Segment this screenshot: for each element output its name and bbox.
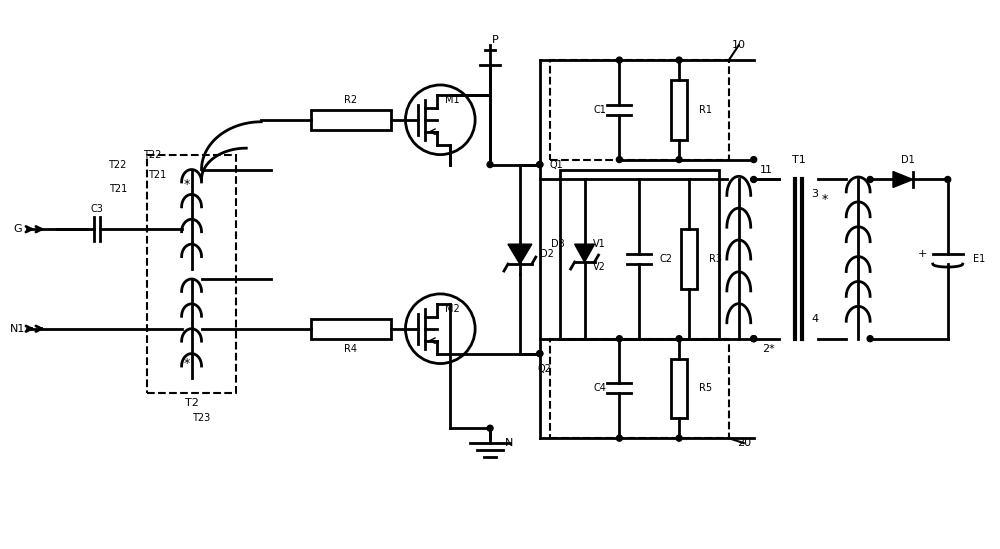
Text: R4: R4 [344, 344, 357, 354]
Circle shape [867, 335, 873, 341]
Text: +: + [918, 249, 928, 259]
Text: M1: M1 [445, 95, 460, 105]
Text: 3: 3 [811, 189, 818, 199]
Bar [550, 60, 729, 160]
Circle shape [676, 57, 682, 63]
Circle shape [945, 176, 951, 182]
Text: 10: 10 [732, 40, 746, 50]
Text: C1: C1 [593, 105, 606, 115]
Text: C3: C3 [91, 204, 103, 214]
Circle shape [487, 161, 493, 167]
Text: T21: T21 [109, 184, 127, 194]
Bar [311, 110, 391, 130]
Bar [147, 155, 236, 394]
Circle shape [676, 335, 682, 341]
Circle shape [676, 435, 682, 441]
Text: T21: T21 [148, 170, 167, 180]
Text: N1: N1 [10, 324, 25, 334]
Bar [311, 319, 391, 339]
Text: C2: C2 [659, 254, 672, 264]
Circle shape [751, 335, 757, 341]
Text: T22: T22 [109, 160, 127, 170]
Polygon shape [893, 171, 913, 187]
Circle shape [537, 161, 543, 167]
Text: D1: D1 [901, 155, 915, 165]
Text: V1: V1 [593, 239, 606, 249]
Text: R3: R3 [709, 254, 722, 264]
Polygon shape [508, 244, 532, 264]
Text: R2: R2 [344, 95, 357, 105]
Text: Q2: Q2 [538, 363, 552, 373]
Bar [671, 358, 687, 418]
Circle shape [537, 351, 543, 357]
Text: M2: M2 [445, 304, 460, 314]
Text: T22: T22 [143, 150, 162, 160]
Circle shape [487, 425, 493, 431]
Text: D3: D3 [551, 239, 565, 249]
Circle shape [751, 156, 757, 163]
Text: 2*: 2* [762, 344, 775, 354]
Text: P: P [492, 35, 498, 45]
Text: V2: V2 [593, 262, 606, 272]
Circle shape [405, 294, 475, 363]
Text: T1: T1 [792, 155, 805, 165]
Text: G: G [13, 224, 22, 234]
Text: C4: C4 [593, 383, 606, 394]
Circle shape [616, 335, 622, 341]
Circle shape [405, 85, 475, 155]
Circle shape [537, 351, 543, 357]
Text: T23: T23 [192, 413, 211, 423]
Polygon shape [575, 244, 595, 262]
Circle shape [751, 335, 757, 341]
Bar [550, 339, 729, 438]
Text: Q1: Q1 [550, 160, 563, 170]
Bar [671, 80, 687, 139]
Text: 1: 1 [765, 165, 772, 175]
Circle shape [616, 57, 622, 63]
Circle shape [537, 161, 543, 167]
Text: T2: T2 [185, 399, 199, 408]
Text: N: N [505, 438, 513, 448]
Bar [560, 170, 719, 339]
Text: *: * [822, 193, 828, 206]
Text: D2: D2 [540, 249, 554, 259]
Circle shape [751, 176, 757, 182]
Text: R1: R1 [699, 105, 712, 115]
Text: *: * [183, 357, 190, 370]
Text: R5: R5 [699, 383, 712, 394]
Text: 20: 20 [737, 438, 751, 448]
Text: 1: 1 [760, 165, 767, 175]
Circle shape [616, 156, 622, 163]
Text: 4: 4 [811, 314, 818, 324]
Text: E1: E1 [973, 254, 985, 264]
Circle shape [616, 435, 622, 441]
Text: *: * [183, 178, 190, 191]
Bar [681, 229, 697, 289]
Circle shape [867, 176, 873, 182]
Circle shape [676, 156, 682, 163]
